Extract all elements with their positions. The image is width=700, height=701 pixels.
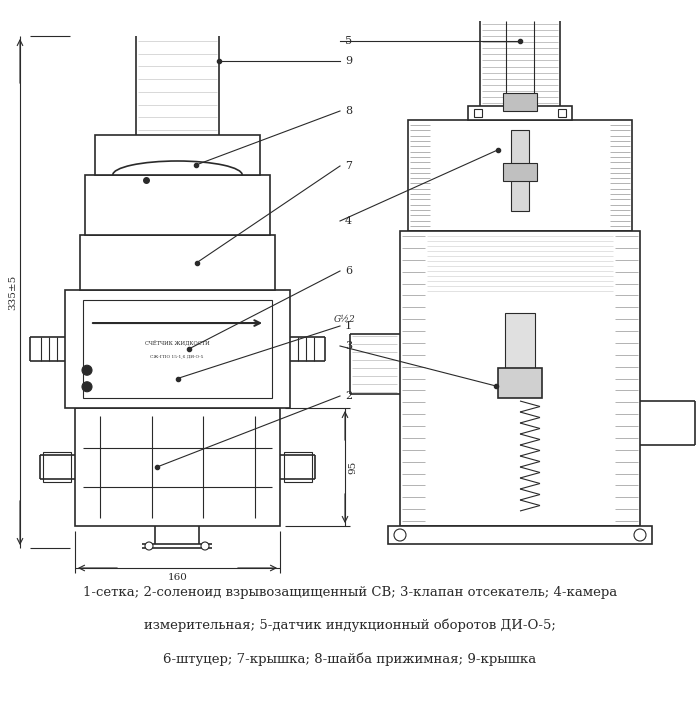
Bar [400, 231, 640, 526]
Text: 160: 160 [167, 573, 188, 582]
Bar [95, 135, 260, 175]
Bar [43, 452, 71, 482]
Text: 1: 1 [345, 321, 352, 331]
Bar [558, 109, 566, 117]
Text: 4: 4 [345, 216, 352, 226]
Bar [90, 220, 265, 235]
Text: 6-штуцер; 7-крышка; 8-шайба прижимная; 9-крышка: 6-штуцер; 7-крышка; 8-шайба прижимная; 9… [163, 652, 537, 665]
Text: 9: 9 [345, 56, 352, 66]
Text: 3: 3 [345, 341, 352, 351]
Text: 335±5: 335±5 [8, 274, 17, 310]
Bar [498, 368, 542, 398]
Text: 95: 95 [348, 461, 357, 474]
Bar [468, 106, 572, 120]
Text: 8: 8 [345, 106, 352, 116]
Bar [503, 93, 537, 111]
Text: 1-сетка; 2-соленоид взрывозащищенный СВ; 3-клапан отсекатель; 4-камера: 1-сетка; 2-соленоид взрывозащищенный СВ;… [83, 586, 617, 599]
Text: 6: 6 [345, 266, 352, 276]
Bar [505, 313, 535, 368]
Bar [284, 452, 312, 482]
Bar [408, 120, 632, 231]
Bar [388, 526, 652, 544]
Bar [85, 175, 270, 235]
Circle shape [82, 382, 92, 392]
Text: СЖ-ГПО 15-1,6 ДИ-О-5: СЖ-ГПО 15-1,6 ДИ-О-5 [150, 354, 204, 358]
Bar [511, 130, 529, 211]
Circle shape [145, 542, 153, 550]
Text: 7: 7 [345, 161, 352, 171]
Text: измерительная; 5-датчик индукционный оборотов ДИ-О-5;: измерительная; 5-датчик индукционный обо… [144, 619, 556, 632]
Circle shape [82, 365, 92, 375]
Text: 2: 2 [345, 391, 352, 401]
Text: 5: 5 [345, 36, 352, 46]
Text: СЧЁТЧИК ЖИДКОСТИ: СЧЁТЧИК ЖИДКОСТИ [145, 340, 209, 346]
Bar [474, 109, 482, 117]
Bar [80, 235, 275, 290]
Bar [75, 408, 280, 526]
Circle shape [394, 529, 406, 541]
Text: G½2: G½2 [334, 315, 356, 324]
Circle shape [634, 529, 646, 541]
Bar [503, 163, 537, 181]
Bar [83, 300, 272, 398]
Circle shape [201, 542, 209, 550]
Bar [65, 290, 290, 408]
